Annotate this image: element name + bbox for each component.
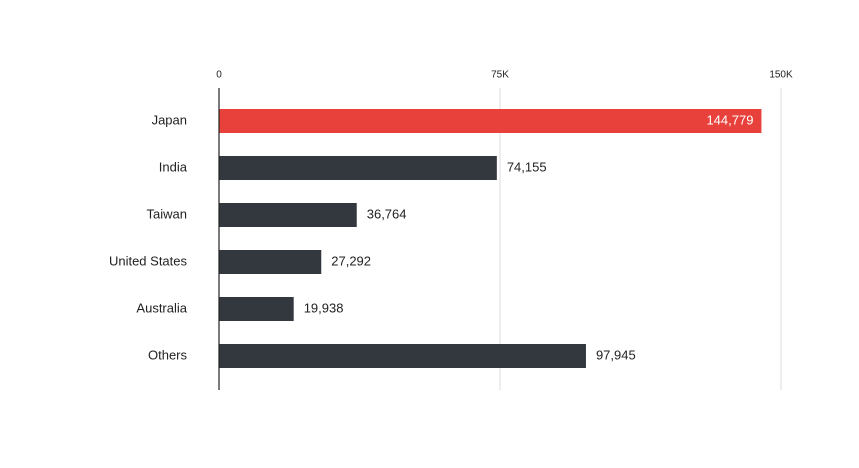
value-label: 144,779 — [706, 112, 753, 127]
value-label: 97,945 — [596, 347, 636, 362]
bar — [219, 250, 322, 274]
y-tick-label: Others — [148, 347, 188, 362]
value-label: 27,292 — [331, 253, 371, 268]
y-tick-label: United States — [109, 253, 188, 268]
y-tick-label: Japan — [152, 112, 187, 127]
value-label: 36,764 — [367, 206, 407, 221]
bar — [219, 156, 497, 180]
bar — [219, 203, 357, 227]
y-tick-label: India — [159, 159, 188, 174]
x-tick-label: 75K — [491, 70, 509, 81]
bar — [219, 344, 586, 368]
value-label: 74,155 — [507, 159, 547, 174]
x-tick-label: 150K — [769, 70, 793, 81]
bar — [219, 109, 762, 133]
value-label: 19,938 — [304, 300, 344, 315]
x-tick-label: 0 — [216, 70, 222, 81]
y-tick-label: Australia — [136, 300, 187, 315]
bar — [219, 297, 294, 321]
y-tick-label: Taiwan — [147, 206, 187, 221]
